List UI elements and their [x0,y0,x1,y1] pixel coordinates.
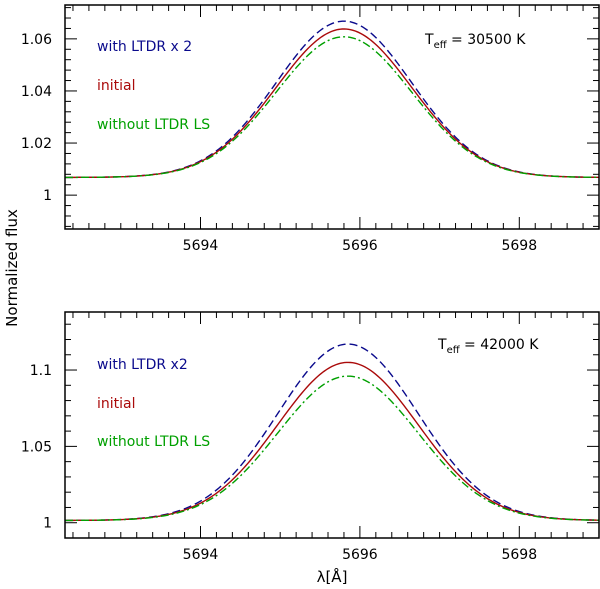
bottom-teff-subscript: eff [447,345,461,356]
bottom-teff-value: = 42000 K [460,337,540,353]
bottom-panel: 5694 5696 5698 1 1.05 1.1 with LTDR x2 initia… [21,311,600,563]
top-x-tick-label: 5694 [183,238,219,254]
top-series-dashdot-line [64,36,600,179]
top-x-tick-label: 5698 [501,238,537,254]
bottom-panel-frame [64,311,600,539]
top-y-tick-label: 1.02 [21,136,52,152]
top-y-tick-label: 1.04 [21,84,52,100]
top-teff-prefix: T [424,32,434,48]
top-teff-subscript: eff [434,40,448,51]
top-legend-with-ltdr: with LTDR x 2 [97,39,192,55]
bottom-series-dashdot-line [64,375,600,522]
bottom-y-tick-label: 1 [43,516,52,532]
top-y-tick-label: 1.06 [21,32,52,48]
top-panel-frame [64,4,600,230]
top-panel: 5694 5696 5698 1 1.02 1.04 1.06 with LTDR x 2 … [21,4,600,254]
bottom-x-tick-label: 5694 [183,547,219,563]
top-axis-ticks: 5694 5696 5698 1 1.02 1.04 1.06 [21,5,600,254]
top-plot-area [64,20,600,179]
bottom-x-tick-label: 5698 [501,547,537,563]
top-teff-annotation: Teff = 30500 K [424,32,526,51]
bottom-plot-area [64,343,600,522]
bottom-series-solid-line [65,361,600,522]
bottom-y-tick-label: 1.1 [30,363,52,379]
top-teff-value: = 30500 K [447,32,527,48]
bottom-legend-initial: initial [97,396,136,412]
top-legend-without-ltdr: without LTDR LS [97,117,210,133]
top-legend: with LTDR x 2 initial without LTDR LS [97,39,210,133]
top-x-tick-label: 5696 [342,238,378,254]
bottom-legend: with LTDR x2 initial without LTDR LS [97,357,210,450]
bottom-axis-ticks: 5694 5696 5698 1 1.05 1.1 [21,312,600,563]
bottom-teff-prefix: T [437,337,447,353]
y-axis-title: Normalized flux [3,209,21,327]
x-axis-title: λ[Å] [317,567,348,586]
top-legend-initial: initial [97,78,136,94]
bottom-legend-with-ltdr: with LTDR x2 [97,357,188,373]
bottom-legend-without-ltdr: without LTDR LS [97,434,210,450]
bottom-teff-annotation: Teff = 42000 K [437,337,539,356]
bottom-x-tick-label: 5696 [342,547,378,563]
bottom-y-tick-label: 1.05 [21,439,52,455]
top-y-tick-label: 1 [43,188,52,204]
